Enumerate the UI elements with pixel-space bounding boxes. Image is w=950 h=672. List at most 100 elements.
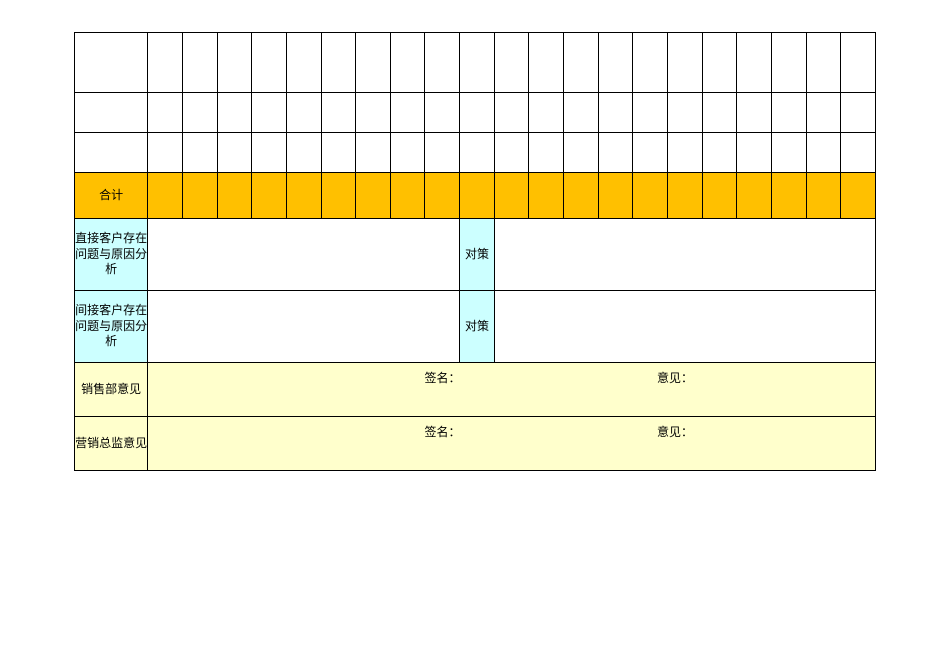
cell [183,33,218,93]
cell [806,33,841,93]
cell [494,93,529,133]
cell [252,133,287,173]
total-row: 合计 [75,173,876,219]
cell [148,173,183,219]
cell [494,173,529,219]
direct-analysis-row: 直接客户存在问题与原因分析 对策 [75,219,876,291]
sales-opinion-row: 销售部意见 签名： 意见： [75,363,876,417]
cell [148,33,183,93]
cell [667,93,702,133]
cell [183,133,218,173]
sales-opinion-content: 签名： 意见： [148,363,876,417]
cell [390,173,425,219]
report-table: 合计 直接客户存在问题与原因分析 对策 间接客户存在问题与原因分析 对策 销售部… [74,32,876,471]
cell [183,173,218,219]
cell [286,173,321,219]
cell [494,133,529,173]
cell [286,133,321,173]
indirect-analysis-row: 间接客户存在问题与原因分析 对策 [75,291,876,363]
cell [252,173,287,219]
cell [148,133,183,173]
data-row-2 [75,93,876,133]
cell [425,33,460,93]
cell [702,133,737,173]
cell [771,133,806,173]
data-row-1 [75,33,876,93]
cell [75,133,148,173]
cell [494,33,529,93]
cell [737,173,772,219]
indirect-label: 间接客户存在问题与原因分析 [75,303,147,348]
cell [390,133,425,173]
cell [633,173,668,219]
cell [529,93,564,133]
cell [564,133,599,173]
cell [356,173,391,219]
director-opinion-text-label: 意见： [657,423,693,440]
cell [598,93,633,133]
cell [771,93,806,133]
cell [598,133,633,173]
cell [217,133,252,173]
cell [460,33,495,93]
cell [564,173,599,219]
cell [356,93,391,133]
cell [252,33,287,93]
cell [564,33,599,93]
director-opinion-label: 营销总监意见 [75,436,147,450]
cell [702,93,737,133]
cell [702,33,737,93]
cell [806,173,841,219]
cell [667,173,702,219]
cell [217,173,252,219]
cell [598,33,633,93]
cell [806,93,841,133]
director-opinion-content: 签名： 意见： [148,417,876,471]
cell [841,133,876,173]
cell [529,33,564,93]
direct-content-cell [148,219,460,291]
cell [841,93,876,133]
cell [460,133,495,173]
indirect-label-cell: 间接客户存在问题与原因分析 [75,291,148,363]
cell [737,93,772,133]
countermeasure-label-indirect: 对策 [460,291,495,363]
countermeasure-label-direct: 对策 [460,219,495,291]
cell [286,33,321,93]
direct-label: 直接客户存在问题与原因分析 [75,231,147,276]
cell [321,133,356,173]
countermeasure-text: 对策 [465,247,489,261]
indirect-content-cell [148,291,460,363]
cell [183,93,218,133]
cell [737,33,772,93]
cell [771,173,806,219]
cell [564,93,599,133]
cell [841,173,876,219]
sales-signature-label: 签名： [424,369,460,386]
cell [75,93,148,133]
director-opinion-row: 营销总监意见 签名： 意见： [75,417,876,471]
cell [321,173,356,219]
countermeasure-text-2: 对策 [465,319,489,333]
total-text: 合计 [99,188,123,202]
cell [529,173,564,219]
cell [598,173,633,219]
cell [667,133,702,173]
cell [460,173,495,219]
cell [633,133,668,173]
data-row-3 [75,133,876,173]
cell [390,33,425,93]
director-opinion-label-cell: 营销总监意见 [75,417,148,471]
cell [702,173,737,219]
total-label: 合计 [75,173,148,219]
indirect-countermeasure-cell [494,291,875,363]
cell [806,133,841,173]
cell [425,93,460,133]
cell [841,33,876,93]
cell [321,33,356,93]
cell [667,33,702,93]
cell [75,33,148,93]
cell [737,133,772,173]
cell [356,33,391,93]
cell [425,133,460,173]
